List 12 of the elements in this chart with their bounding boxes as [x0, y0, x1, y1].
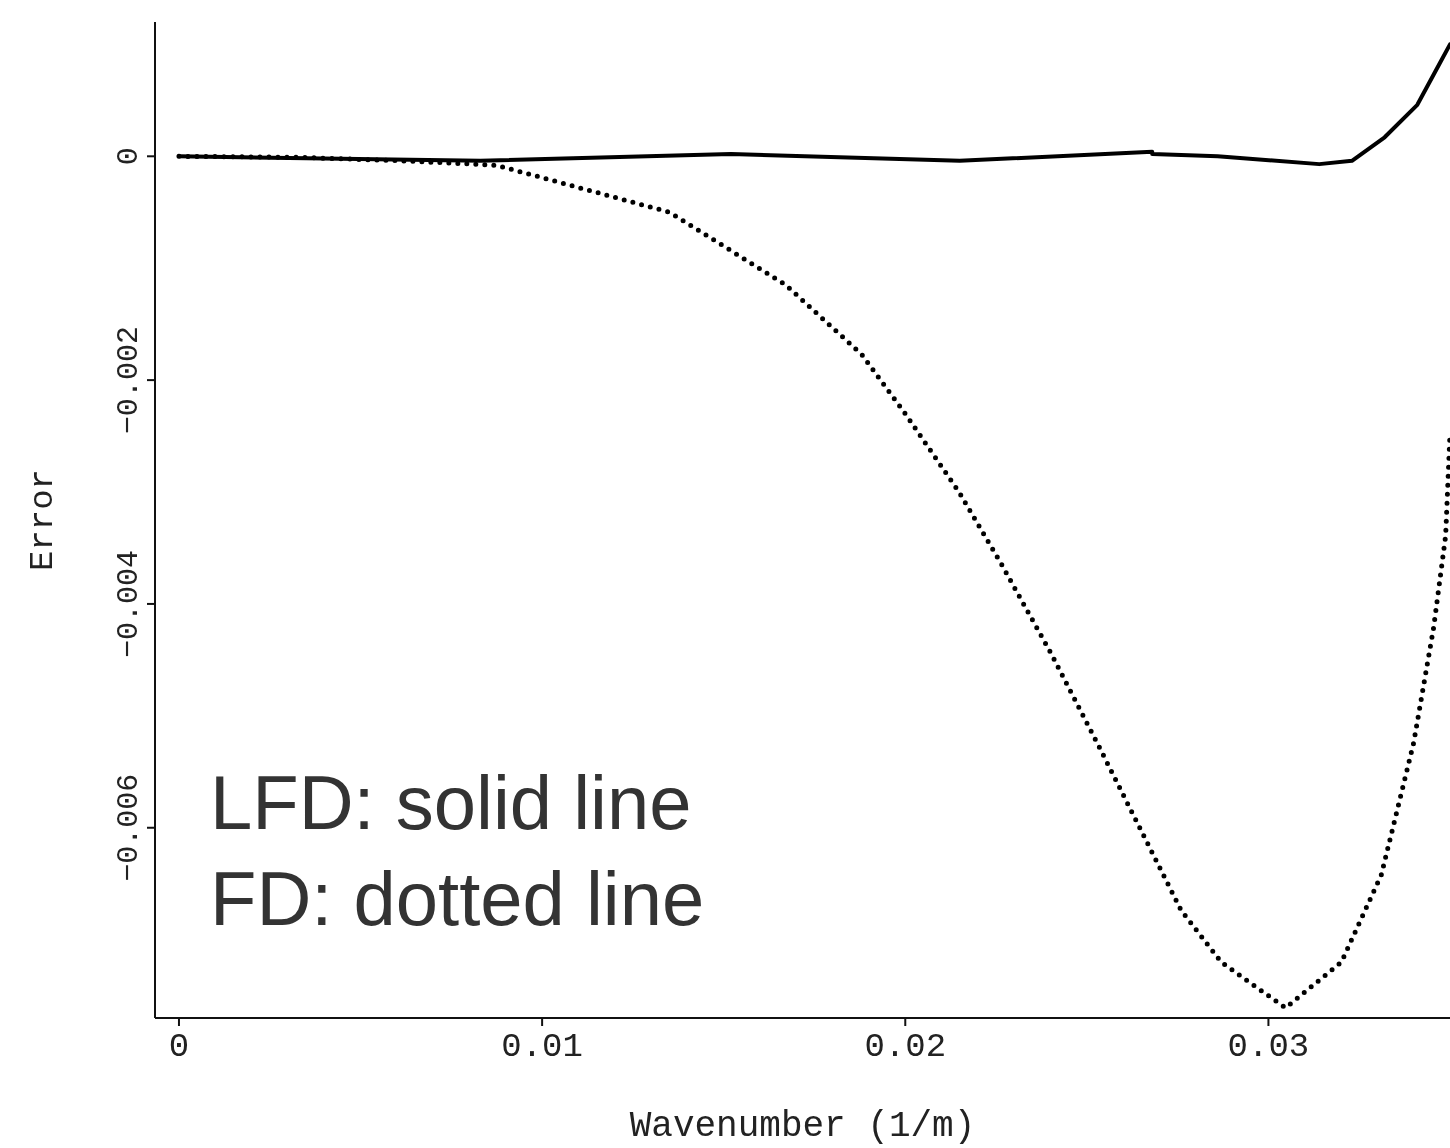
y-axis-title: Error: [24, 468, 63, 572]
x-tick-label: 0.01: [501, 1028, 583, 1067]
annotation: FD: dotted line: [210, 855, 705, 943]
x-axis-title: Wavenumber (1/m): [629, 1106, 976, 1147]
y-tick-label: 0: [112, 147, 146, 166]
y-tick-label: −0.006: [112, 773, 146, 882]
y-tick-label: −0.002: [112, 326, 146, 435]
x-tick-label: 0.03: [1227, 1028, 1310, 1067]
x-tick-label: 0.02: [864, 1028, 947, 1067]
x-tick-label: 0: [168, 1028, 190, 1067]
annotation: LFD: solid line: [210, 759, 693, 847]
y-tick-label: −0.004: [112, 549, 146, 658]
